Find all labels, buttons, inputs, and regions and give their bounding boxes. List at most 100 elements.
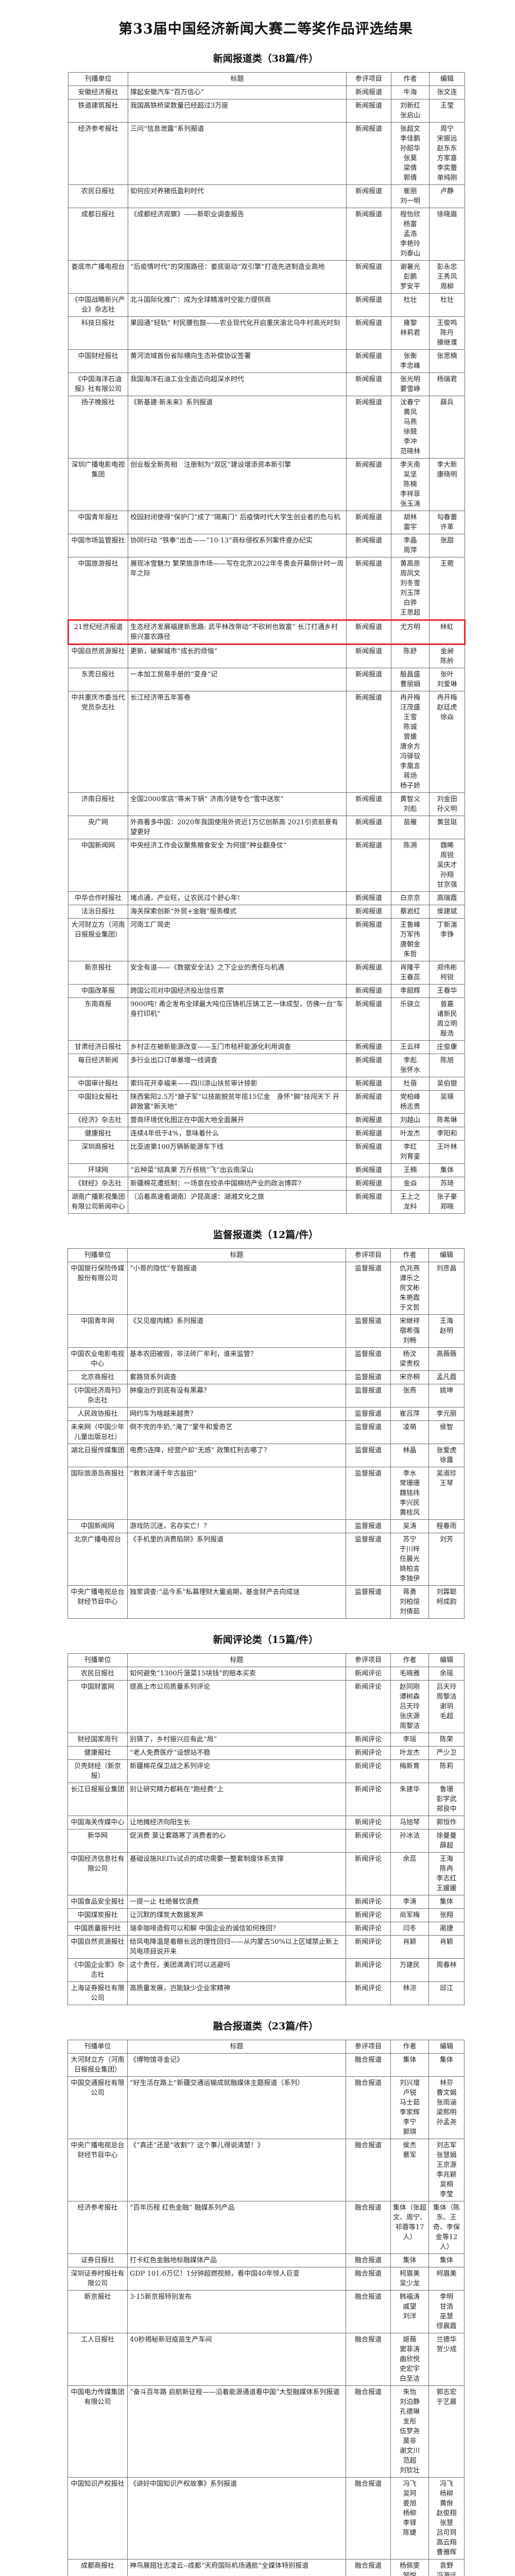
author-name: 余蕊 (403, 1855, 417, 1863)
editor-name: 吴瑛 (440, 1093, 454, 1101)
editor-name: 单纯刚 (437, 174, 457, 182)
project-cell: 新闻报道 (346, 816, 391, 839)
authors-cell: 姬薇 窦菲涛 曲欣悦 史宏宇 白至洁 (390, 2333, 429, 2386)
title-cell: 堵点通，产业旺，让农民过个舒心年! (128, 891, 347, 905)
author-name: 刘育銮 (400, 1153, 420, 1161)
unit-cell: 人民政协报社 (67, 1407, 128, 1421)
author-name: 梁贵权 (399, 1360, 420, 1368)
author-name: 张玉涛 (400, 500, 420, 508)
author-name: 支彤 (403, 2418, 417, 2426)
unit-cell: 农民日报社 (68, 184, 128, 208)
author-name: 朱艳霞 (399, 1294, 420, 1302)
authors-cell: 崔吕萍 (390, 1407, 429, 1421)
editors-cell: 王菀 (429, 557, 465, 620)
unit-cell: 国际旅游岛商报社 (67, 1467, 128, 1520)
authors-cell: 集体 (390, 2253, 429, 2267)
column-header: 作者 (390, 1248, 429, 1262)
unit-cell: 环球网 (68, 1163, 128, 1177)
title-cell: 让沉默的煤炭大数据发声 (127, 1908, 346, 1922)
editors-cell: 黄昱珽 (429, 816, 465, 839)
title-cell: 连续4年低于4%，意味着什么 (128, 1127, 347, 1141)
editor-name: 王菀 (440, 560, 454, 568)
editors-cell: 张子豪 郑晓 (429, 1190, 465, 1214)
unit-cell: 上海证券报社有限公司 (67, 1981, 128, 2005)
editor-name: 王海 (439, 1855, 453, 1863)
author-name: 肖颖 (403, 1938, 417, 1946)
editors-cell: 侯智 (428, 1420, 465, 1444)
editor-name: 李铮 (440, 931, 454, 939)
unit-cell: 中国农业电影电视中心 (67, 1347, 128, 1371)
editor-name: 孟凡霞 (436, 1374, 457, 1381)
unit-cell: 北京广播电视台 (67, 1533, 128, 1586)
title-cell: 这个责任，美团滴滴们可以逃避吗 (127, 1958, 346, 1982)
title-cell: 外商看多中国：2020年我国使用外资近1万亿创新高 2021引资前景有望更好 (128, 816, 347, 839)
editors-cell: 林芬 曹文娟 张雨涵 梁熙明 孙孟尧 (428, 2076, 465, 2139)
authors-cell: 叶龙杰 (390, 1746, 429, 1760)
section-heading: 新闻报道类（38篇/件） (213, 53, 319, 64)
authors-cell: 金焱 (391, 1177, 430, 1191)
table-row: 长江日报报业集团 别让研究精力都耗在“跑经费”上 新闻评论 朱建华 鲁珊 彭学武 郑良中 (67, 1783, 465, 1816)
unit-cell: 中国煤炭报社 (67, 1908, 128, 1922)
column-header: 标题 (128, 72, 347, 86)
project-cell: 新闻报道 (346, 984, 391, 998)
title-cell: 中央经济工作会议聚焦粮食安全 为何提“种业翻身仗” (128, 839, 347, 892)
editors-cell: 金昶 陈舲 (429, 644, 465, 668)
table-row: 财经国家周刊 别猜了，乡村振兴应有此“局” 新闻评论 李瑶 陈荣 (67, 1733, 465, 1747)
editor-name: 赵明 (439, 1327, 453, 1335)
authors-cell: 沈春宁 黄凤 马燕 徐兢 李冲 范晓林 (391, 396, 430, 459)
table-row: 21世纪经济报道 生态经济发展福建新思路: 武平林改带动“不砍树也致富” 长汀打通… (67, 619, 466, 645)
section-1: 监督报道类（12篇/件） 刊播单位 标题 参评项目 作者 编辑 中国银行保险传媒股份有限公司… (67, 1227, 465, 1619)
author-name: 周黎洁 (399, 1722, 420, 1730)
project-cell: 监督报道 (346, 1467, 391, 1520)
author-name: 陈舒 (403, 648, 417, 655)
editor-name: 刘霖聪 (436, 1588, 457, 1596)
table-row: 北京广播电视台 《手机里的消费陷阱》系列报道 监督报道 苏宁 于川梓 任晨光 姚柏言 李独伊刘… (67, 1533, 465, 1586)
title-cell: 如何避免“1300斤菠菜15块钱”的赔本买卖 (127, 1667, 346, 1681)
author-name: 孙冰洁 (399, 1832, 420, 1840)
editor-name: 徐曼曼 (436, 1832, 457, 1840)
column-header: 参评项目 (346, 72, 391, 86)
editor-name: 于艺晨 (436, 2398, 457, 2406)
table-row: 扬子晚报社 《新基建·新未来》系列报道 新闻报道 沈春宁 黄凤 马燕 徐兢 李冲 范晓林 薛兵 (68, 396, 465, 459)
editor-name: 郭恒作 (436, 1819, 457, 1826)
editor-name: 李元丽 (436, 1410, 457, 1418)
editor-name: 王俊鸣 (437, 319, 457, 327)
author-name: 胡林 (403, 514, 417, 521)
table-row: 未来网（中国少年儿童出版总社） 倒不完的牛奶,“淹了”蒙牛和爱奇艺 监督报道 凌萌 侯智 (67, 1420, 465, 1444)
editor-name: 集体 (439, 2056, 453, 2064)
title-cell: 北斗国际化推广：成为全球精准时空能力提供商 (128, 293, 347, 317)
editor-name: 张慧 (439, 2519, 453, 2527)
unit-cell: 铁道建筑报社 (68, 99, 128, 123)
editor-name: 冉开梅 (437, 694, 457, 702)
editors-cell: 周宁 宋振远 赵东东 方家喜 李奕蕾 单纯刚 (429, 122, 465, 185)
title-cell: “奋斗百年路 启航新征程——沿着能源通道看中国”大型融媒体系列报道 (127, 2385, 346, 2478)
title-cell: 打卡红色金融地标融媒体产品 (127, 2253, 346, 2267)
unit-cell: 健康报社 (68, 1127, 128, 1141)
author-name: 党柏峰 (400, 1093, 420, 1101)
authors-cell: 张燕 (390, 1384, 429, 1408)
title-cell: 乡村正在被新能源改变——玉门市秸秆能源化利用调查 (128, 1040, 347, 1054)
project-cell: 新闻评论 (346, 1746, 391, 1760)
author-name: 杨柳 (403, 2510, 417, 2517)
author-name: 梅新育 (399, 1762, 420, 1770)
column-header: 刊播单位 (67, 1248, 128, 1262)
editor-name: 勾春蕾 (437, 514, 457, 521)
author-name: 刘兴增 (399, 2079, 420, 2087)
unit-cell: 中央广播电视总台财经节目中心 (67, 1585, 128, 1619)
column-header: 编辑 (428, 1248, 465, 1262)
author-name: 马士茹 (399, 2099, 420, 2107)
section-heading: 监督报道类（12篇/件） (213, 1229, 319, 1241)
project-cell: 监督报道 (346, 1314, 391, 1348)
author-name: 王春蕊 (400, 974, 420, 981)
table-row: 《经济》杂志社 营商环境优化图正在中国大地全面展开 新闻报道 刘越山 陈希琳 (68, 1113, 465, 1127)
editor-name: 余瑶 (439, 1670, 453, 1677)
column-header: 编辑 (429, 72, 465, 86)
editor-name: 蔺捷 (439, 1925, 453, 1933)
editor-name: 周宁 (440, 125, 454, 133)
author-name: 周凤文 (400, 570, 420, 578)
project-cell: 新闻报道 (346, 1177, 391, 1191)
project-cell: 新闻报道 (346, 86, 391, 99)
editors-cell: 陈旭 (429, 1054, 465, 1077)
unit-cell: 湖北日报传媒集团 (67, 1444, 128, 1467)
title-cell: 海关探索创新“外贸+金融”服务模式 (128, 905, 347, 919)
